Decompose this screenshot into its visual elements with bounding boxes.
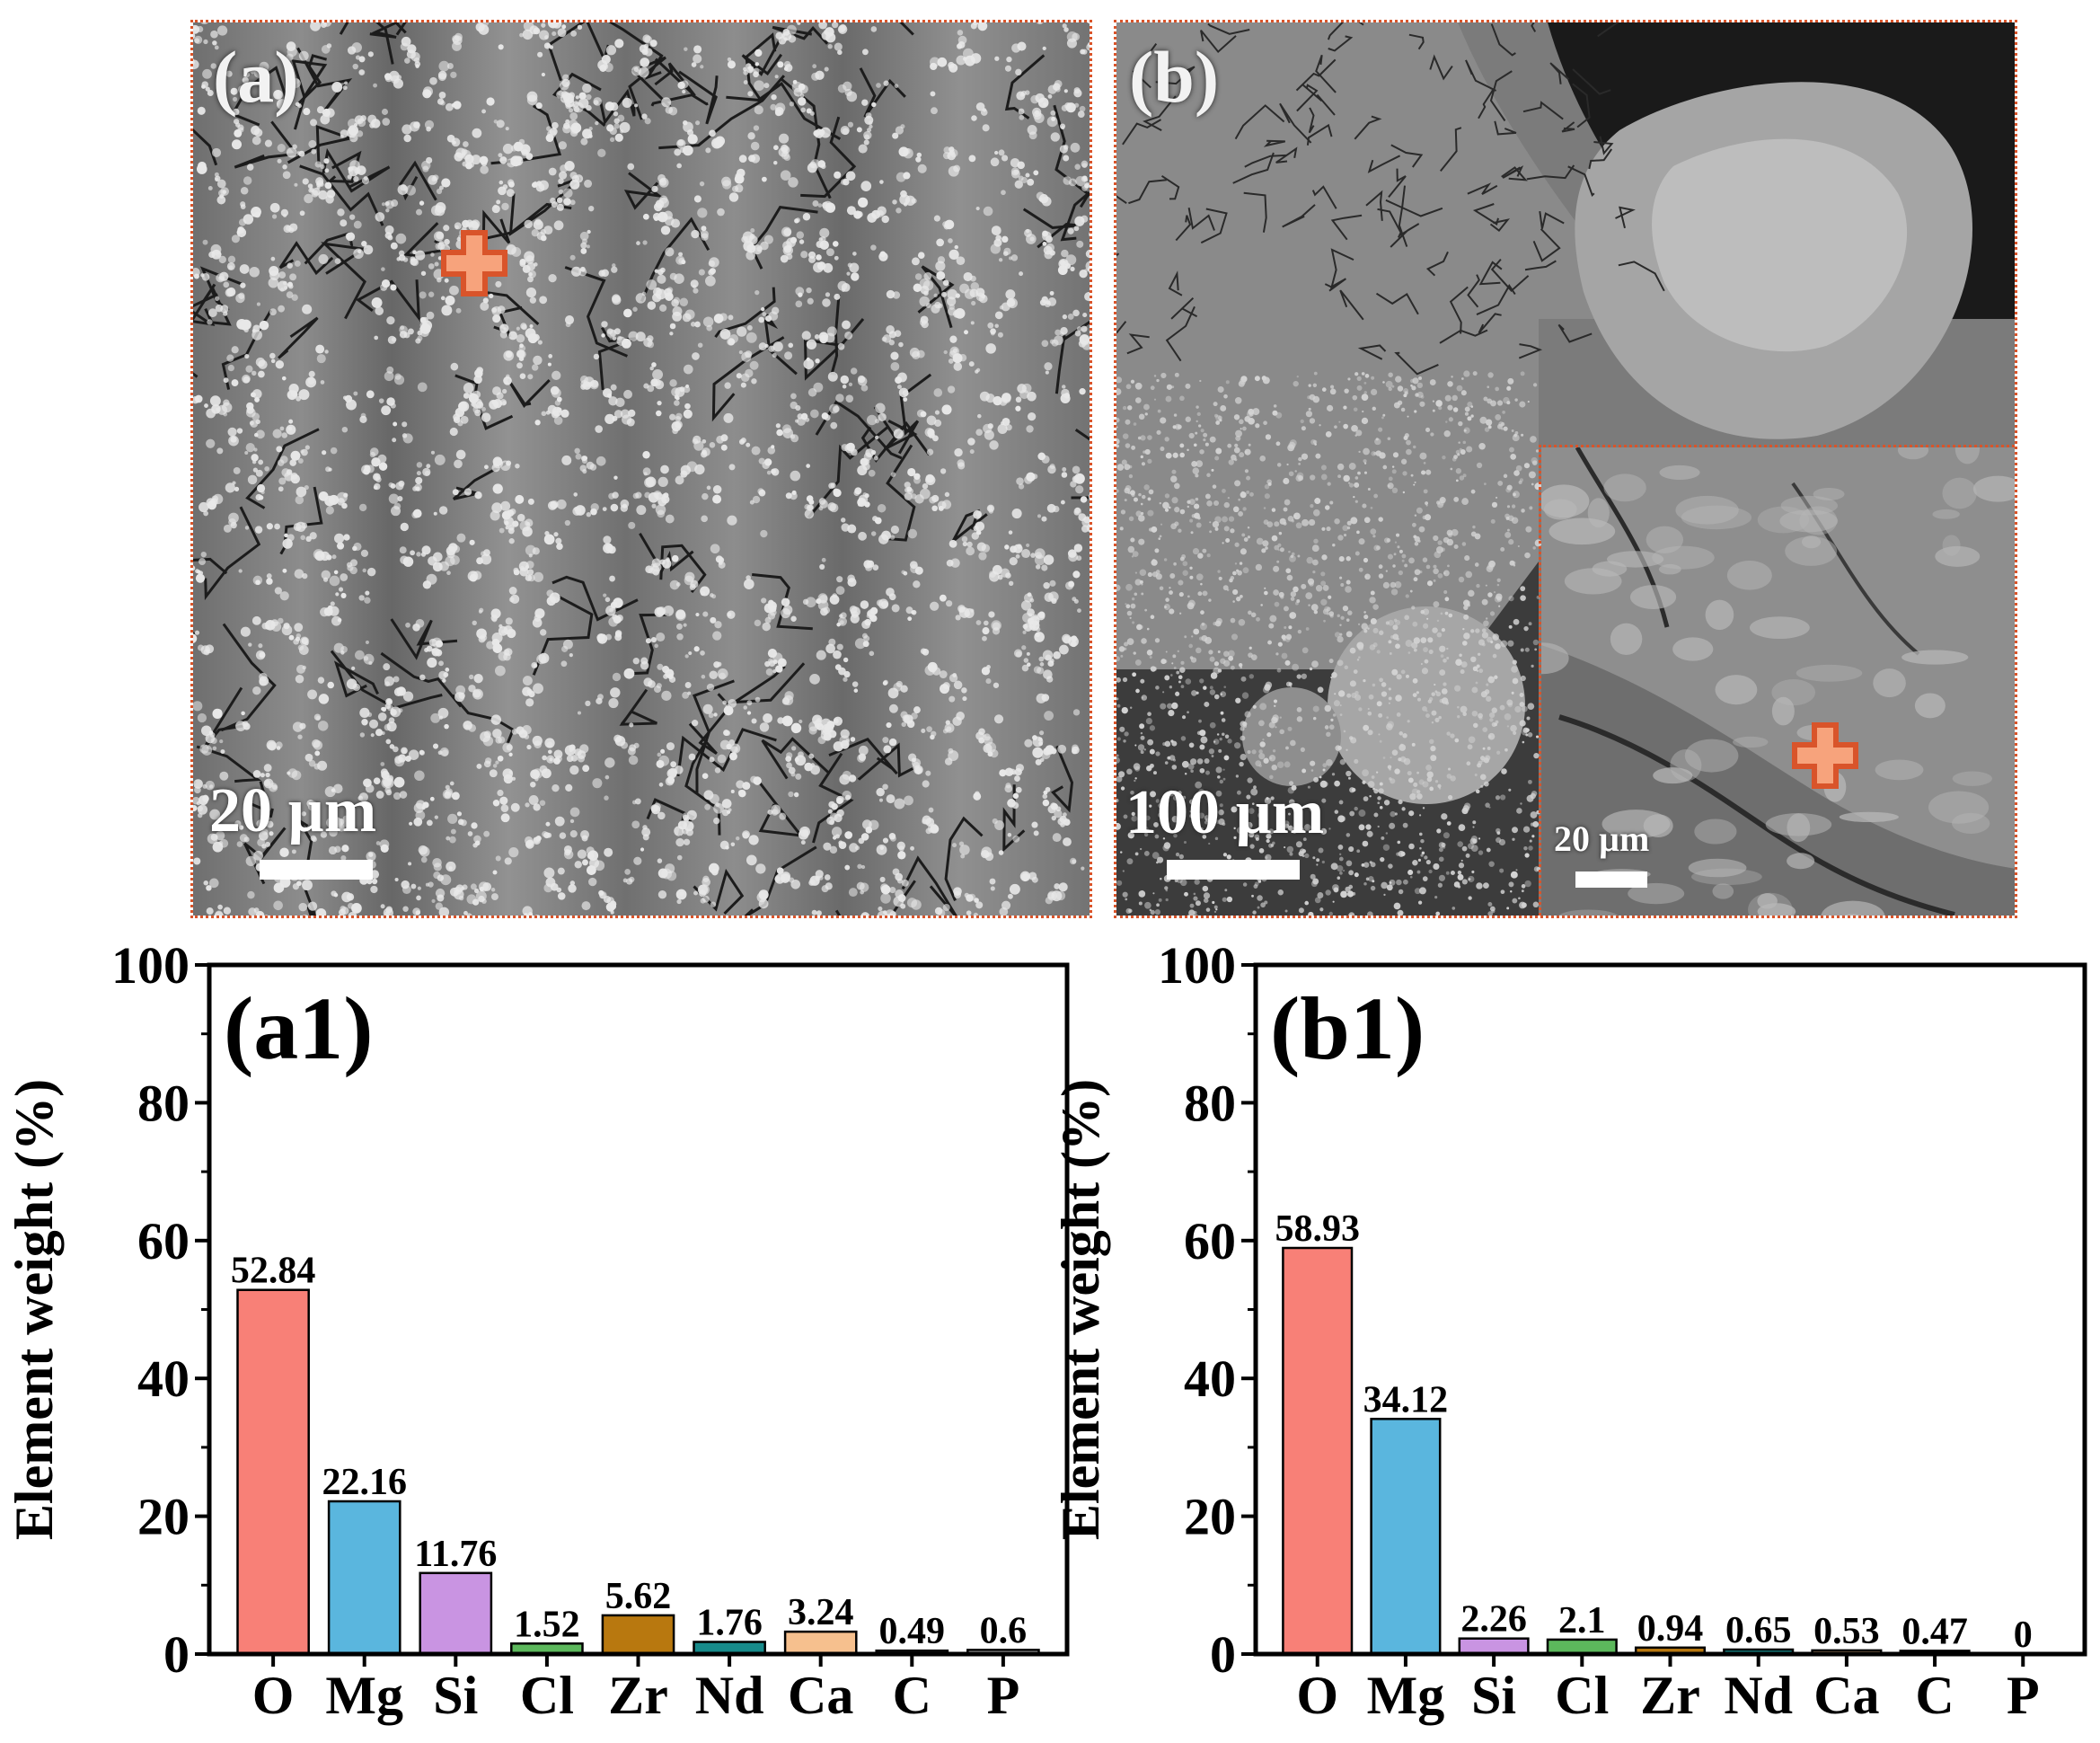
x-tick-label-P: P — [987, 1666, 1020, 1725]
bar-value-label-Zr: 5.62 — [605, 1576, 672, 1617]
bar-value-label-P: 0 — [2014, 1615, 2033, 1656]
y-tick-label-20: 20 — [137, 1488, 190, 1546]
bar-Zr — [601, 1614, 675, 1656]
x-tick-label-Ca: Ca — [1813, 1666, 1879, 1725]
sem-inset-texture — [1541, 447, 2015, 916]
x-tick-label-Nd: Nd — [695, 1666, 764, 1725]
bar-value-label-O: 52.84 — [231, 1251, 316, 1292]
sem-texture-a — [193, 22, 1090, 916]
x-tick-label-C: C — [893, 1666, 931, 1725]
panel-label-a: (a) — [213, 36, 299, 118]
bar-O — [1282, 1246, 1354, 1656]
y-tick-label-60: 60 — [1184, 1212, 1236, 1270]
scale-bar-label-a: 20 µm — [209, 776, 377, 845]
bar-chart-a1: 52.84 O 22.16 Mg 11.76 Si 1.52 Cl 5.62 Zr 1.76 Nd 3.… — [4, 936, 1070, 1725]
y-tick-label-40: 40 — [137, 1349, 190, 1408]
y-axis-label: Element weight (%) — [1051, 1079, 1110, 1540]
bar-value-label-Nd: 0.65 — [1725, 1610, 1792, 1651]
bar-value-label-Mg: 34.12 — [1363, 1379, 1449, 1420]
bar-value-label-Nd: 1.76 — [696, 1603, 763, 1644]
bar-Mg — [1370, 1418, 1442, 1656]
y-tick-label-100: 100 — [1158, 936, 1236, 995]
y-tick-label-0: 0 — [163, 1625, 190, 1684]
bar-value-label-Cl: 1.52 — [514, 1604, 580, 1645]
inset-scale-bar — [1575, 872, 1647, 888]
bar-value-label-Zr: 0.94 — [1637, 1608, 1704, 1650]
bar-O — [236, 1288, 310, 1656]
x-tick-label-Mg: Mg — [1367, 1666, 1445, 1725]
sem-image-b: (b) 100 µm 20 µm — [1114, 20, 2017, 918]
y-axis-label: Element weight (%) — [4, 1079, 64, 1540]
x-tick-label-Mg: Mg — [325, 1666, 403, 1725]
x-tick-label-Zr: Zr — [1640, 1666, 1700, 1725]
x-tick-label-C: C — [1915, 1666, 1954, 1725]
bar-chart-b1: 58.93 O 34.12 Mg 2.26 Si 2.1 Cl 0.94 Zr 0.65 Nd 0.53… — [1051, 936, 2087, 1725]
y-tick-label-20: 20 — [1184, 1488, 1236, 1546]
bar-Si — [1458, 1637, 1530, 1656]
y-tick-label-60: 60 — [137, 1212, 190, 1270]
x-tick-label-Zr: Zr — [608, 1666, 668, 1725]
y-tick-label-80: 80 — [1184, 1074, 1236, 1132]
inset-measurement-point-marker-icon — [1792, 722, 1858, 789]
bar-value-label-Ca: 0.53 — [1813, 1611, 1880, 1652]
scale-bar-b — [1167, 860, 1300, 880]
sem-inset-b: 20 µm — [1539, 445, 2015, 916]
chart-panel-label: (b1) — [1270, 978, 1425, 1078]
bar-Mg — [327, 1500, 401, 1656]
bar-value-label-Si: 2.26 — [1460, 1599, 1527, 1641]
bar-value-label-C: 0.49 — [879, 1611, 946, 1652]
bar-value-label-P: 0.6 — [980, 1610, 1028, 1651]
x-tick-label-O: O — [252, 1666, 295, 1725]
scale-bar-label-b: 100 µm — [1125, 778, 1325, 847]
y-tick-label-100: 100 — [111, 936, 190, 995]
x-tick-label-Cl: Cl — [1555, 1666, 1609, 1725]
x-tick-label-O: O — [1296, 1666, 1338, 1725]
scale-bar-a — [260, 860, 373, 880]
y-tick-label-0: 0 — [1210, 1625, 1236, 1684]
bar-value-label-Si: 11.76 — [414, 1534, 497, 1575]
x-tick-label-Cl: Cl — [520, 1666, 574, 1725]
y-tick-label-40: 40 — [1184, 1349, 1236, 1408]
inset-scale-bar-label: 20 µm — [1554, 818, 1650, 859]
sem-image-a: (a) 20 µm — [190, 20, 1092, 918]
chart-panel-label: (a1) — [224, 978, 374, 1078]
bar-value-label-Ca: 3.24 — [788, 1592, 854, 1633]
bar-value-label-O: 58.93 — [1275, 1208, 1360, 1250]
x-tick-label-P: P — [2007, 1666, 2040, 1725]
bar-value-label-Cl: 2.1 — [1558, 1600, 1606, 1641]
panel-label-b: (b) — [1129, 36, 1220, 118]
x-tick-label-Nd: Nd — [1724, 1666, 1793, 1725]
bar-value-label-Mg: 22.16 — [322, 1462, 407, 1503]
x-tick-label-Si: Si — [433, 1666, 478, 1725]
measurement-point-marker-icon — [441, 230, 507, 296]
bar-value-label-C: 0.47 — [1901, 1611, 1968, 1652]
bar-Si — [419, 1571, 493, 1656]
x-tick-label-Ca: Ca — [788, 1666, 853, 1725]
x-tick-label-Si: Si — [1471, 1666, 1516, 1725]
bar-Ca — [783, 1630, 858, 1656]
y-tick-label-80: 80 — [137, 1074, 190, 1132]
